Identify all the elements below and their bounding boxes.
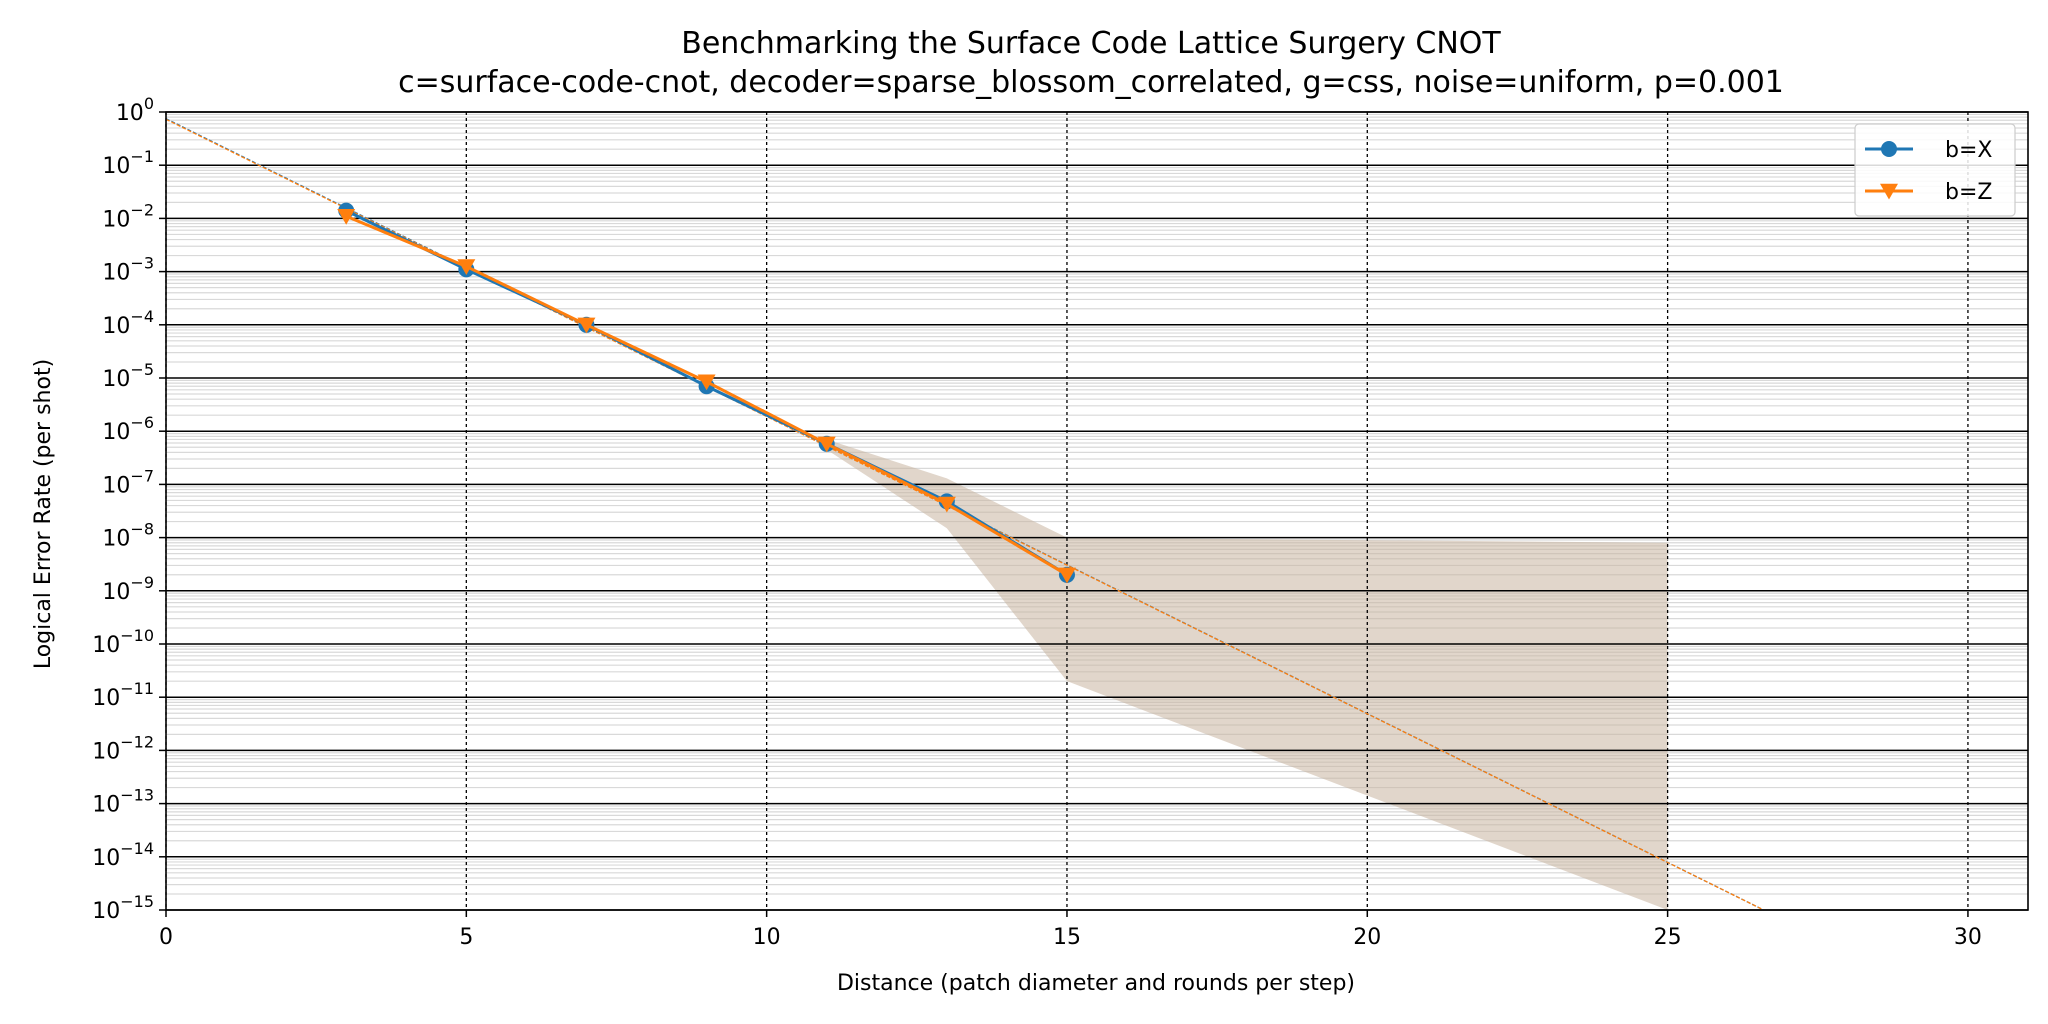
y-tick-label: 10−9 <box>102 573 154 605</box>
x-tick-label: 30 <box>1954 925 1982 950</box>
chart-title: Benchmarking the Surface Code Lattice Su… <box>681 26 1501 61</box>
minor-grid <box>166 113 2028 895</box>
x-axis: 0 5 10 15 20 25 30 <box>159 910 1982 950</box>
x-tick-label: 15 <box>1053 925 1081 950</box>
y-axis: 100 10−1 10−2 10−3 10−4 10−5 10−6 10−7 10−8 10−9 1… <box>92 94 166 924</box>
y-tick-label: 10−14 <box>92 839 154 871</box>
y-tick-label: 10−8 <box>102 520 154 552</box>
data-point <box>577 317 596 334</box>
plot-area <box>166 112 2028 910</box>
series-b-z <box>337 208 1076 584</box>
legend: b=X b=Z <box>1854 123 2016 217</box>
data-point <box>1057 567 1076 584</box>
legend-entry: b=Z <box>1865 180 1992 205</box>
chart-subtitle: c=surface-code-cnot, decoder=sparse_blos… <box>398 65 1784 100</box>
legend-label: b=Z <box>1945 180 1992 205</box>
y-axis-label: Logical Error Rate (per shot) <box>31 359 56 669</box>
y-tick-label: 10−2 <box>102 200 154 232</box>
y-tick-label: 10−5 <box>102 360 154 392</box>
legend-label: b=X <box>1945 138 1992 163</box>
x-tick-label: 5 <box>459 925 473 950</box>
y-tick-label: 10−7 <box>102 466 154 498</box>
y-tick-label: 10−13 <box>92 786 154 818</box>
x-tick-label: 10 <box>753 925 781 950</box>
y-tick-label: 10−10 <box>92 626 154 658</box>
data-point <box>697 374 716 391</box>
y-tick-label: 100 <box>116 94 154 126</box>
data-point <box>937 496 956 513</box>
plot-frame <box>165 111 2029 911</box>
data-point <box>817 436 836 453</box>
legend-entry: b=X <box>1865 138 1992 163</box>
x-tick-label: 25 <box>1654 925 1682 950</box>
x-tick-label: 20 <box>1353 925 1381 950</box>
x-axis-label: Distance (patch diameter and rounds per … <box>837 971 1355 996</box>
y-tick-label: 10−12 <box>92 732 154 764</box>
y-tick-label: 10−6 <box>102 413 154 445</box>
data-point <box>457 259 476 275</box>
plot-background <box>166 112 2028 910</box>
axes-frame <box>165 111 2029 911</box>
y-tick-label: 10−15 <box>92 892 154 924</box>
y-tick-label: 10−4 <box>102 307 154 339</box>
series-layer <box>337 202 1076 584</box>
y-tick-label: 10−11 <box>92 679 154 711</box>
y-tick-label: 10−1 <box>102 147 154 179</box>
x-tick-label: 0 <box>159 925 173 950</box>
data-point <box>337 208 356 225</box>
legend-swatch-marker <box>1881 141 1897 157</box>
legend-swatch-marker <box>1880 183 1898 200</box>
y-tick-label: 10−3 <box>102 254 154 286</box>
